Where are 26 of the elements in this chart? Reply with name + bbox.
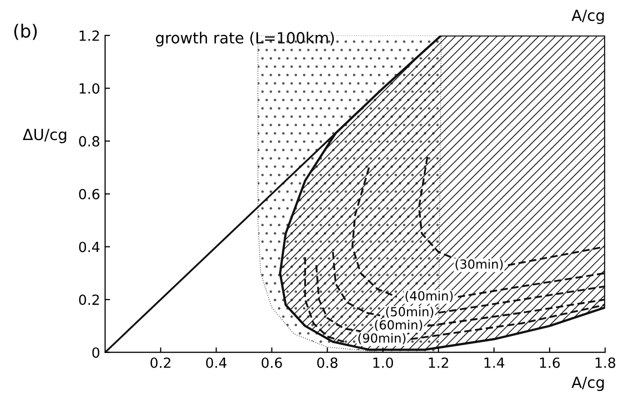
annotation: (90min) (358, 333, 406, 344)
y-tick-label: 0 (92, 347, 100, 358)
annotation: (50min) (386, 306, 434, 318)
y-tick-label: 0.4 (79, 242, 100, 252)
text: A/cg (572, 10, 604, 24)
text: (b) (14, 24, 37, 40)
x-tick-label: 1.8 (596, 357, 616, 368)
x-tick-label: 1.2 (428, 357, 448, 368)
x-tick-label: 0.8 (317, 357, 338, 368)
x-axis-title: A/cg (572, 376, 604, 392)
y-tick-label: 0.6 (79, 188, 100, 200)
x-tick-label: 0.6 (262, 357, 282, 368)
y-axis-title: ΔU/cg (22, 128, 66, 144)
x-tick-label: 1.6 (540, 357, 560, 368)
annotation: (60min) (375, 320, 422, 332)
y-tick-label: 1.0 (80, 83, 100, 94)
annotation: (30min) (456, 259, 503, 270)
x-tick-label: 1.4 (484, 358, 504, 368)
y-tick-label: 1.2 (80, 30, 99, 41)
chart-title: growth rate (L=100km) (156, 32, 334, 47)
y-tick-label: 0.8 (79, 136, 100, 147)
annotation: (40min) (406, 290, 453, 302)
x-tick-label: 1.0 (373, 357, 394, 368)
x-tick-label: 0.2 (150, 357, 170, 368)
x-tick-label: 0.4 (206, 357, 226, 368)
y-tick-label: 0.2 (79, 294, 99, 306)
